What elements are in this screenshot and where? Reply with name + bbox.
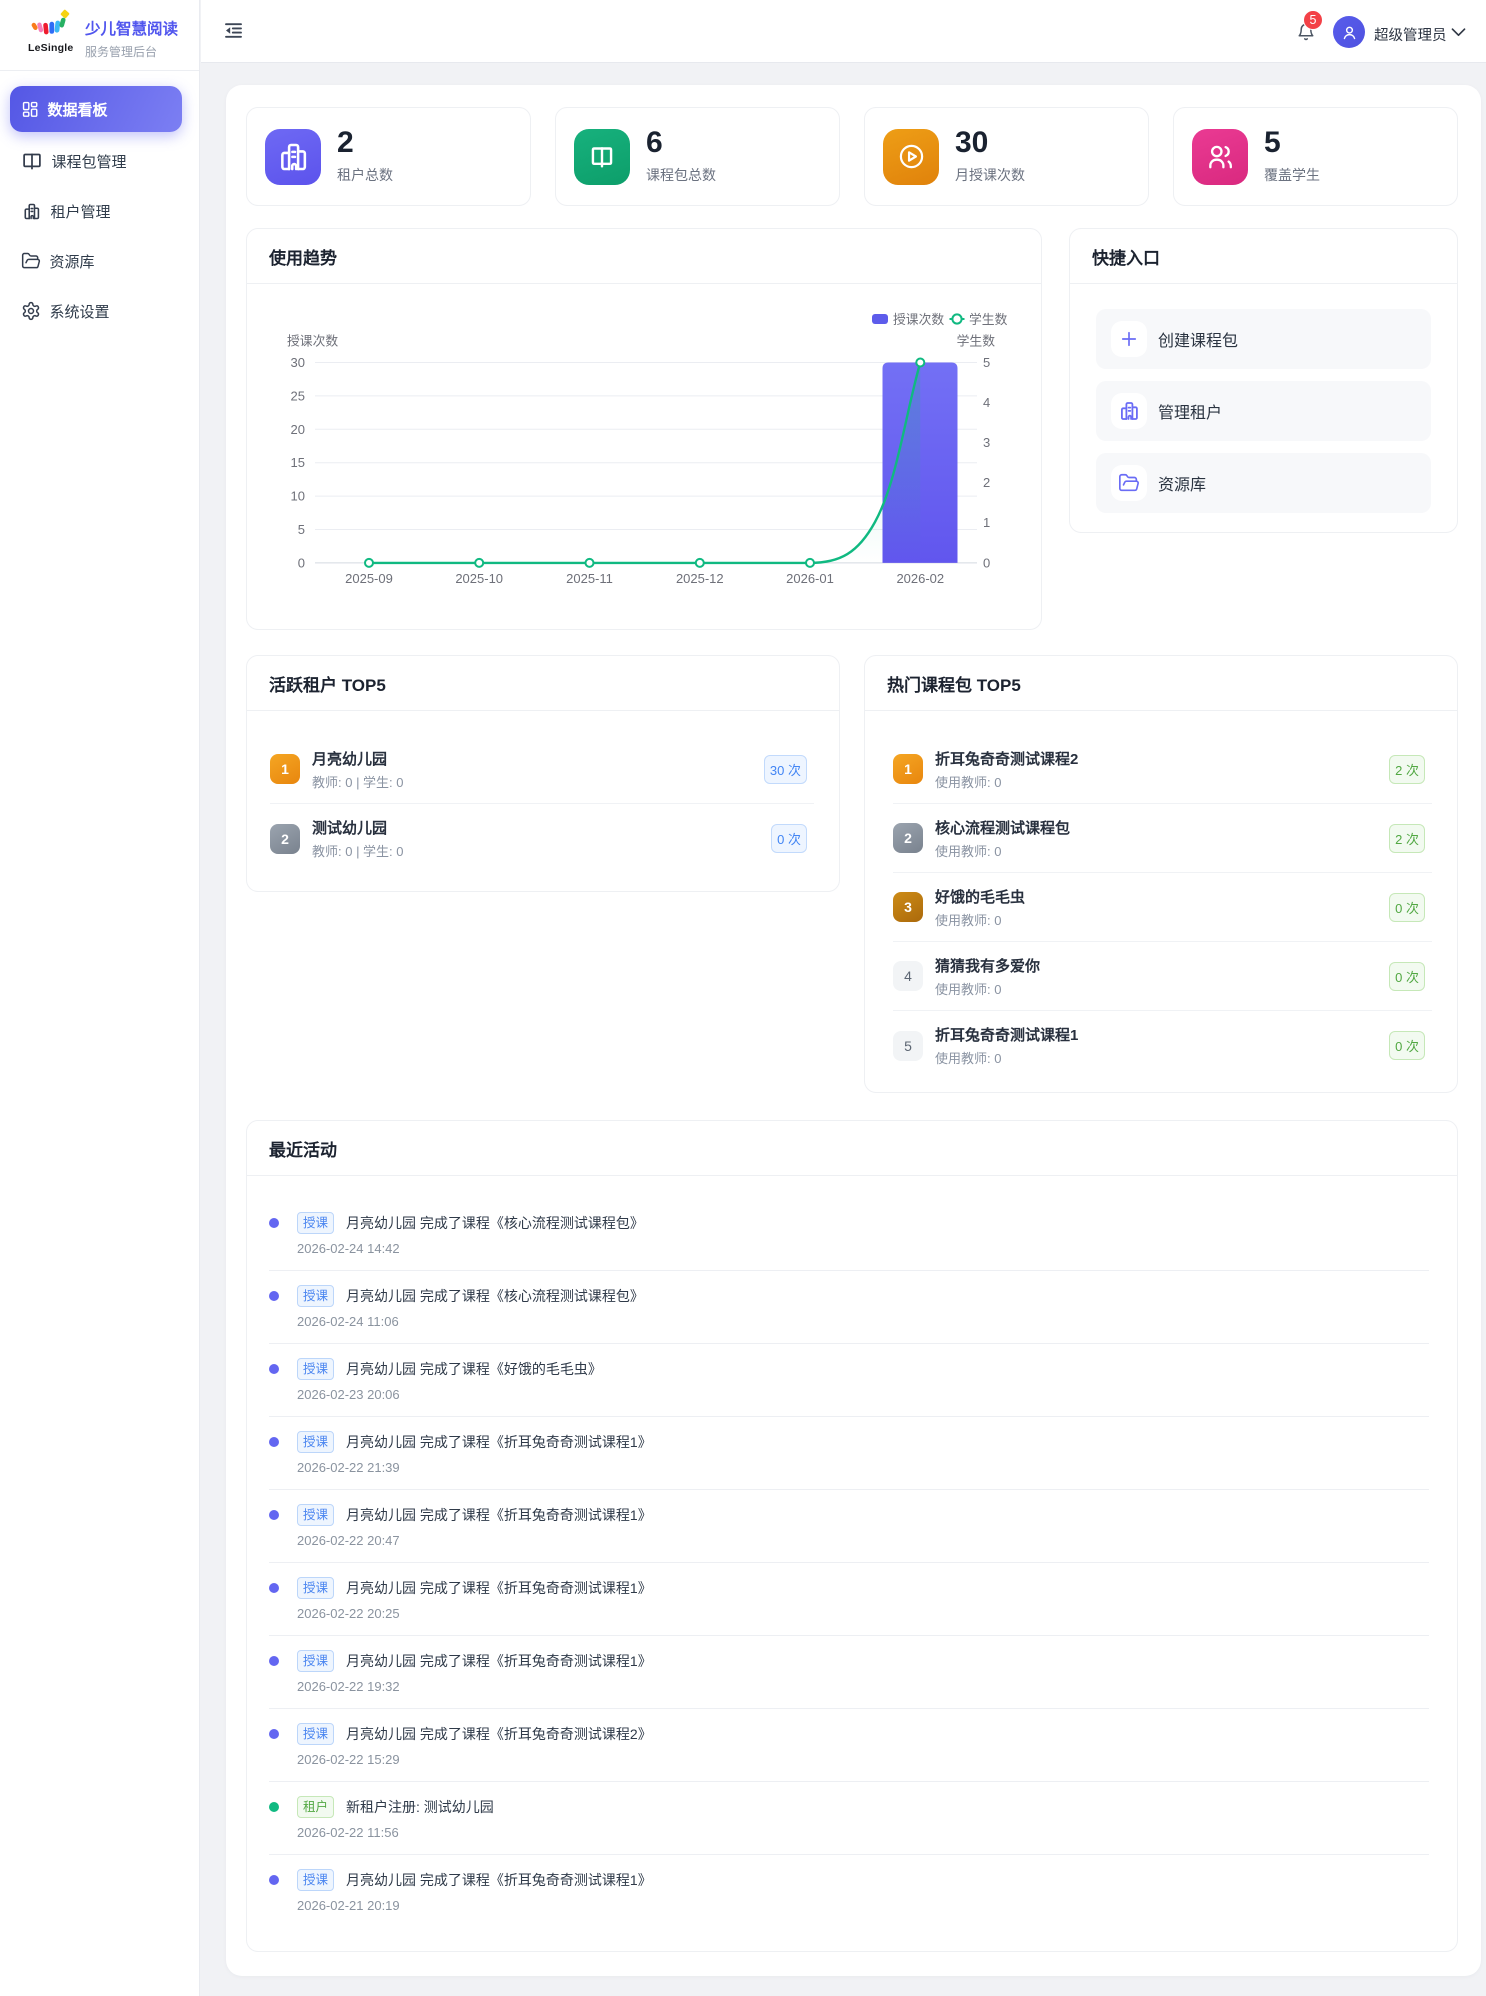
svg-text:2: 2 xyxy=(983,475,990,490)
svg-text:学生数: 学生数 xyxy=(969,312,1008,327)
svg-text:20: 20 xyxy=(291,422,305,437)
svg-text:2026-01: 2026-01 xyxy=(786,571,834,586)
svg-text:25: 25 xyxy=(291,388,305,403)
svg-text:授课次数: 授课次数 xyxy=(893,312,944,327)
svg-text:3: 3 xyxy=(983,435,990,450)
svg-text:学生数: 学生数 xyxy=(957,334,996,349)
svg-text:4: 4 xyxy=(983,395,990,410)
svg-text:2025-12: 2025-12 xyxy=(676,571,724,586)
svg-text:10: 10 xyxy=(291,489,305,504)
svg-text:2025-10: 2025-10 xyxy=(455,571,503,586)
svg-text:0: 0 xyxy=(983,555,990,570)
svg-text:2025-09: 2025-09 xyxy=(345,571,393,586)
svg-text:30: 30 xyxy=(291,355,305,370)
svg-text:15: 15 xyxy=(291,455,305,470)
svg-text:2026-02: 2026-02 xyxy=(896,571,944,586)
svg-text:1: 1 xyxy=(983,515,990,530)
svg-text:0: 0 xyxy=(298,555,305,570)
svg-text:2025-11: 2025-11 xyxy=(566,571,613,586)
svg-text:5: 5 xyxy=(983,355,990,370)
svg-text:授课次数: 授课次数 xyxy=(287,334,338,349)
svg-text:5: 5 xyxy=(298,522,305,537)
